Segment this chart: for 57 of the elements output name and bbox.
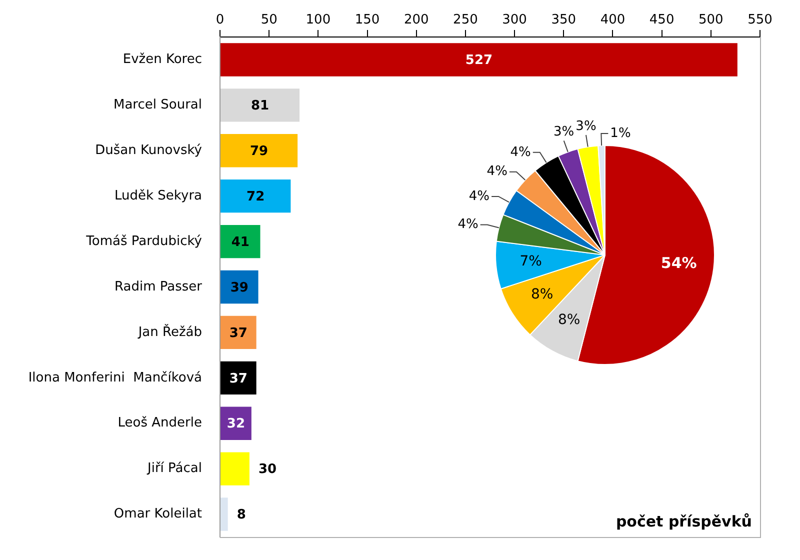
y-tick-label: Ilona Monferini Mančíková [28, 370, 202, 386]
x-axis-title: počet příspěvků [616, 512, 752, 530]
data-label: 54% [660, 254, 697, 272]
y-tick-label: Jiří Pácal [146, 461, 202, 476]
y-tick-label: Radim Passer [114, 279, 203, 294]
bar [220, 134, 298, 168]
bar [220, 180, 291, 213]
y-tick-label: Tomáš Pardubický [85, 234, 202, 249]
data-label: 8 [236, 508, 246, 523]
bar [220, 361, 256, 394]
data-label: 527 [465, 53, 493, 68]
data-label: 3% [554, 124, 574, 140]
bar [220, 498, 228, 531]
x-tick-label: 550 [748, 12, 772, 28]
bar [220, 270, 258, 304]
data-label: 79 [250, 144, 268, 160]
data-label: 3% [576, 118, 596, 134]
x-tick-label: 350 [551, 12, 576, 28]
bar [220, 43, 738, 76]
data-label: 37 [229, 326, 248, 341]
x-tick-label: 200 [404, 12, 429, 28]
data-label: 37 [229, 371, 248, 386]
data-label: 8% [558, 312, 580, 328]
bar [220, 316, 256, 350]
y-tick-label: Luděk Sekyra [114, 188, 202, 204]
data-label: 39 [230, 280, 248, 296]
data-label: 7% [520, 254, 542, 270]
bar [220, 224, 260, 258]
y-tick-label: Jan Řežáb [137, 324, 202, 340]
data-label: 32 [226, 416, 246, 432]
x-tick-label: 100 [306, 12, 331, 28]
data-label: 72 [246, 189, 265, 204]
x-tick-label: 400 [600, 12, 626, 28]
data-label: 30 [258, 462, 277, 478]
y-tick-label: Leoš Anderle [118, 416, 202, 431]
bar [220, 452, 250, 486]
data-label: 8% [531, 286, 554, 303]
y-tick-label: Dušan Kunovský [95, 143, 202, 158]
y-tick-label: Marcel Soural [114, 98, 202, 113]
data-label: 4% [458, 217, 478, 232]
data-label: 81 [250, 98, 270, 114]
x-tick-label: 500 [698, 12, 724, 28]
bar [220, 406, 252, 440]
x-tick-label: 150 [354, 12, 380, 28]
x-tick-label: 0 [216, 12, 224, 28]
bar [220, 88, 300, 122]
x-tick-label: 450 [649, 12, 674, 28]
y-tick-label: Evžen Korec [122, 52, 202, 68]
x-tick-label: 300 [502, 12, 527, 28]
data-label: 4% [486, 164, 508, 180]
data-label: 41 [231, 234, 250, 250]
data-label: 1% [610, 126, 631, 141]
x-tick-label: 250 [453, 12, 478, 28]
data-label: 4% [468, 188, 490, 204]
data-label: 4% [510, 144, 531, 160]
y-tick-label: Omar Koleilat [114, 506, 202, 522]
x-tick-label: 50 [260, 12, 278, 28]
